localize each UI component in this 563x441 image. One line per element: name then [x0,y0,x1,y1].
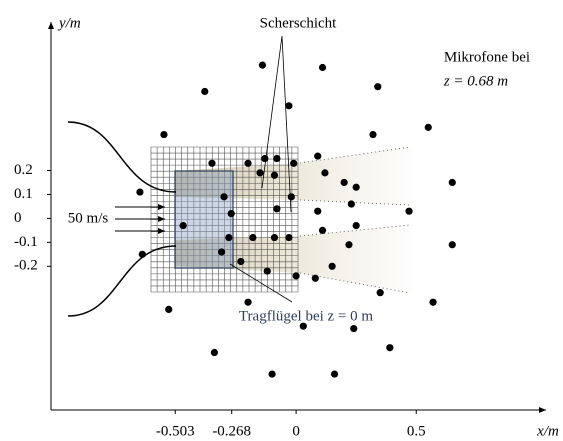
microphone [201,87,209,96]
microphone [261,154,269,163]
microphone [405,207,413,215]
microphone [263,267,271,275]
x-tick-label: 0.5 [407,423,426,439]
mic-label: z = 0.68 m [443,73,508,89]
microphone [244,298,252,306]
mic-label: Mikrofone bei [444,49,530,65]
y-tick-label: -0.1 [14,234,38,250]
microphone [270,171,279,179]
microphone [268,370,276,378]
microphone [258,61,267,69]
microphone [287,193,295,201]
microphone [285,102,293,110]
microphone [311,274,319,282]
microphone [352,221,360,230]
microphone [292,272,300,280]
microphone [218,248,226,256]
microphone [249,233,257,242]
microphone [376,289,384,297]
y-axis-label: y/m [57,15,81,31]
points [136,61,456,378]
microphone [424,123,432,131]
microphone [314,152,322,160]
x-tick-label: 0 [292,423,300,439]
microphone [290,159,298,167]
microphone [244,159,252,167]
microphone [285,233,293,242]
microphone [352,183,360,191]
airfoil-label: Tragflügel bei z = 0 m [239,308,373,324]
x-tick-label: -0.268 [212,423,251,439]
microphone [347,200,355,208]
microphone [225,233,233,242]
microphone [314,207,322,215]
microphone [328,262,336,270]
microphone [273,205,281,213]
microphone [448,241,456,249]
microphone [273,154,281,163]
velocity-label: 50 m/s [68,210,109,226]
microphone [208,159,216,167]
microphone [237,257,245,266]
leader-lines [229,35,293,303]
microphone [386,344,394,352]
microphone [160,130,168,139]
microphone [138,250,146,258]
microphone [330,370,339,378]
microphone [318,226,327,234]
y-tick-label: -0.2 [14,258,38,274]
microphone [321,169,329,177]
x-axis-label: x/m [536,423,559,439]
nozzle [67,121,177,317]
microphone [369,130,377,139]
microphone [179,221,187,230]
microphone [256,169,264,177]
microphone [210,348,218,357]
microphone [220,193,228,201]
microphone [318,63,327,72]
shear-label: Scherschicht [260,15,337,31]
microphone [374,83,382,91]
y-tick-label: 0 [14,210,22,226]
microphone [227,210,235,218]
microphone [340,178,348,187]
microphone [448,178,456,187]
microphone [270,233,279,242]
x-tick-label: -0.503 [156,423,195,439]
microphone [136,188,144,196]
y-tick-label: 0.2 [14,162,33,178]
microphone [299,322,307,330]
microphone [345,241,353,249]
y-tick-label: 0.1 [14,186,33,202]
microphone [350,324,358,333]
flow-arrows [115,204,165,234]
microphone [165,305,173,314]
microphone [429,298,437,306]
axes: x/m y/m -0.503 -0.268 0 0.5 0.2 0.1 0 -0.1 -0.2 [14,15,559,439]
